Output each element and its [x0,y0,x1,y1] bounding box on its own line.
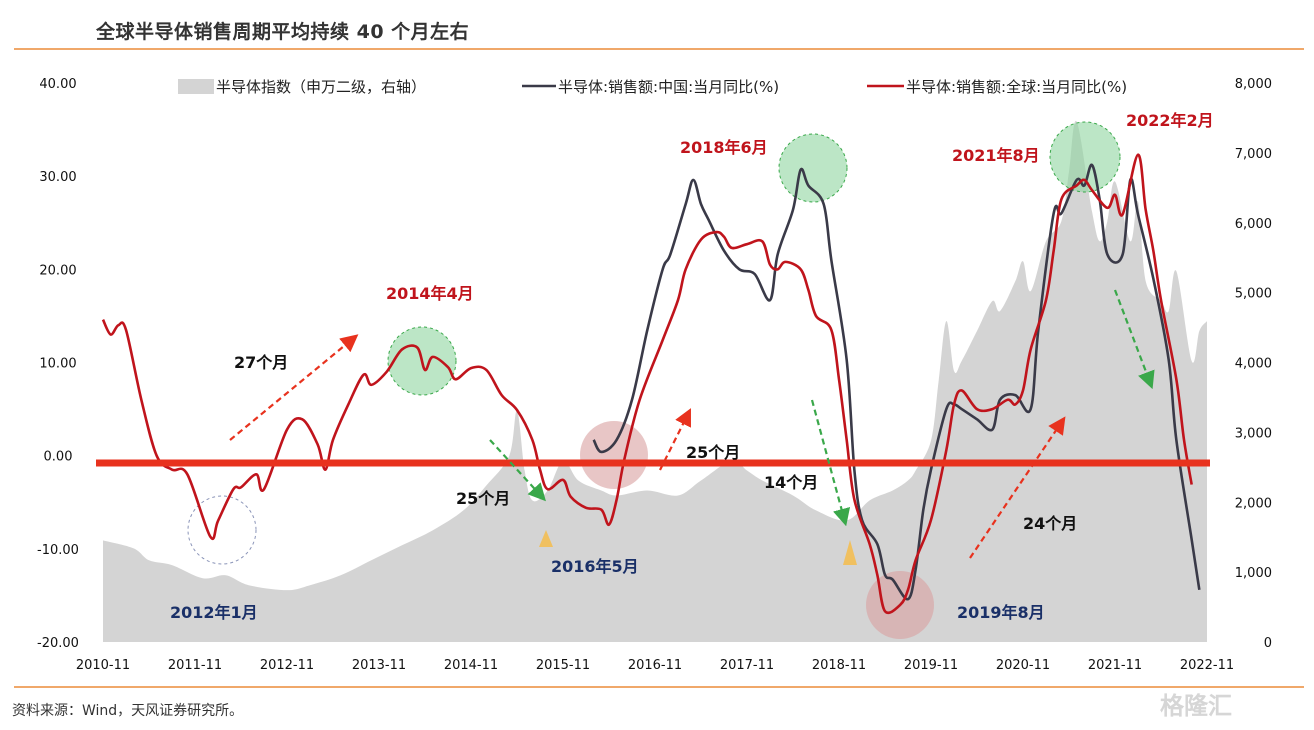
annotation-peak-2014: 2014年4月 [386,284,474,303]
x-tick-label: 2016-11 [628,658,682,673]
y-right-tick-label: 1,000 [1235,566,1272,581]
series-area-index [103,120,1207,642]
bottom-divider [14,686,1304,688]
source-note: 资料来源：Wind，天风证券研究所。 [12,703,244,719]
x-tick-label: 2011-11 [168,658,222,673]
peak-circle-2021 [1049,121,1121,193]
marker-triangle-2019 [843,540,857,565]
y-left-tick-label: -20.00 [37,636,79,651]
annotation-peak-2021: 2021年8月 [952,146,1040,165]
y-right-tick-label: 4,000 [1235,357,1272,372]
x-tick-label: 2022-11 [1180,658,1234,673]
trough-circle-2016 [580,421,648,489]
x-tick-label: 2014-11 [444,658,498,673]
y-left-tick-label: 30.00 [39,170,76,185]
y-left-tick-label: 0.00 [44,450,73,465]
peak-circle-2018 [778,133,848,203]
annotation-trough-2019: 2019年8月 [957,603,1045,622]
top-divider [14,48,1304,50]
x-tick-label: 2012-11 [260,658,314,673]
y-right-tick-label: 7,000 [1235,147,1272,162]
x-tick-label: 2015-11 [536,658,590,673]
watermark-logo: 格隆汇 [1160,692,1232,720]
y-right-tick-label: 3,000 [1235,426,1272,441]
y-right-tick-label: 0 [1264,636,1272,651]
arrow-down-14 [810,399,851,527]
annotation-up-25b: 25个月 [686,443,740,462]
annotation-up-27: 27个月 [234,353,288,372]
annotation-peak-2022: 2022年2月 [1126,111,1214,130]
annotation-down-14: 14个月 [764,473,818,492]
x-tick-label: 2019-11 [904,658,958,673]
annotation-trough-2012: 2012年1月 [170,603,258,622]
annotation-down-25a: 25个月 [456,489,510,508]
legend-label-index: 半导体指数（申万二级，右轴） [216,78,426,96]
y-left-tick-label: 20.00 [39,263,76,278]
y-right-tick-label: 8,000 [1235,77,1272,92]
annotation-trough-2016: 2016年5月 [551,557,639,576]
y-right-tick-label: 5,000 [1235,287,1272,302]
legend-label-global: 半导体:销售额:全球:当月同比(%) [906,78,1127,96]
x-tick-label: 2013-11 [352,658,406,673]
legend-label-china: 半导体:销售额:中国:当月同比(%) [558,78,779,96]
trough-circle-2012 [187,495,257,565]
marker-triangle-2015 [539,530,553,547]
annotation-peak-2018: 2018年6月 [680,138,768,157]
series-line-china [592,163,1201,601]
x-tick-label: 2020-11 [996,658,1050,673]
y-right-tick-label: 6,000 [1235,217,1272,232]
x-tick-label: 2010-11 [76,658,130,673]
y-left-tick-label: -10.00 [37,543,79,558]
arrow-down-25a [489,439,546,502]
x-tick-label: 2021-11 [1088,658,1142,673]
y-left-tick-label: 40.00 [39,77,76,92]
arrow-down-2022 [1113,289,1155,390]
y-left-tick-label: 10.00 [39,357,76,372]
page-title: 全球半导体销售周期平均持续 40 个月左右 [96,21,470,43]
series-line-global [101,153,1193,615]
arrow-up-25b [659,408,691,471]
x-tick-label: 2017-11 [720,658,774,673]
arrow-up-27 [229,334,359,441]
x-tick-label: 2018-11 [812,658,866,673]
y-right-tick-label: 2,000 [1235,496,1272,511]
legend-swatch-index [178,79,214,94]
arrow-up-24 [969,416,1066,559]
annotation-up-24: 24个月 [1023,514,1077,533]
